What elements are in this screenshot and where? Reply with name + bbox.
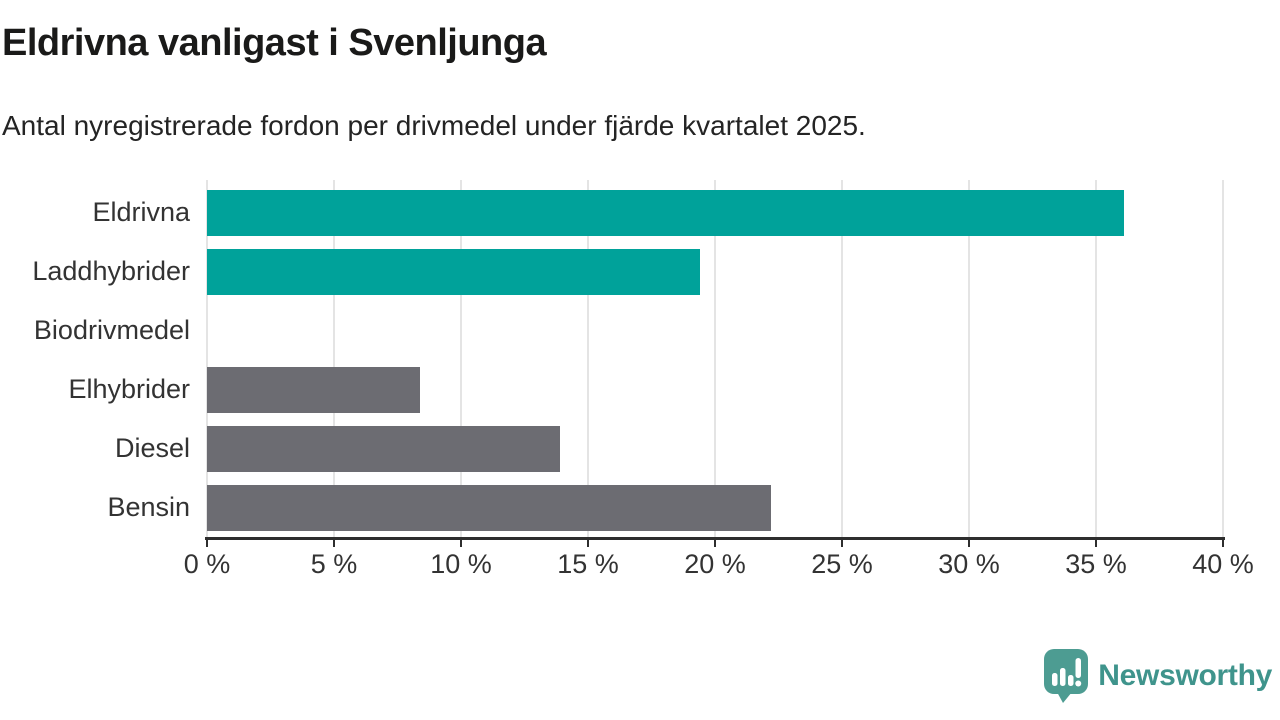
y-label-diesel: Diesel: [114, 433, 190, 463]
gridline: [333, 180, 335, 537]
axis-tick: [1222, 540, 1224, 547]
chart-subtitle: Antal nyregistrerade fordon per drivmede…: [2, 110, 866, 141]
gridline: [1222, 180, 1224, 537]
bar-row-elhybrider: [207, 360, 1223, 419]
bar-bensin: [207, 484, 771, 531]
x-tick-label: 20 %: [684, 549, 746, 579]
bar-elhybrider: [207, 366, 421, 413]
bar-diesel: [207, 425, 561, 472]
brand-name: Newsworthy: [1098, 659, 1272, 692]
bar-row-eldrivna: [207, 183, 1223, 242]
bar-row-diesel: [207, 419, 1223, 478]
y-label-bensin: Bensin: [107, 492, 190, 522]
gridline: [1095, 180, 1097, 537]
x-tick-label: 15 %: [557, 549, 619, 579]
x-tick-label: 10 %: [430, 549, 492, 579]
y-label-biodrivmedel: Biodrivmedel: [33, 315, 190, 345]
gridline: [206, 180, 208, 537]
x-tick-label: 0 %: [183, 549, 231, 579]
axis-tick: [968, 540, 970, 547]
gridline: [841, 180, 843, 537]
bar-eldrivna: [207, 189, 1124, 236]
x-tick-label: 25 %: [811, 549, 873, 579]
gridline: [714, 180, 716, 537]
bar-chart-speech-bubble-icon: [1044, 649, 1089, 703]
gridline: [587, 180, 589, 537]
gridline: [968, 180, 970, 537]
x-tick-label: 40 %: [1192, 549, 1254, 579]
x-axis-line: [205, 537, 1225, 540]
axis-tick: [587, 540, 589, 547]
y-axis-labels: Eldrivna Laddhybrider Biodrivmedel Elhybrid…: [0, 183, 190, 537]
bar-chart: Eldrivna Laddhybrider Biodrivmedel Elhybrid…: [0, 180, 1254, 593]
y-label-eldrivna: Eldrivna: [92, 197, 190, 227]
axis-tick: [460, 540, 462, 547]
y-label-elhybrider: Elhybrider: [68, 374, 190, 404]
bar-row-laddhybrider: [207, 242, 1223, 301]
plot-area: [206, 180, 1224, 537]
axis-tick: [841, 540, 843, 547]
axis-tick: [333, 540, 335, 547]
bar-row-biodrivmedel: [207, 301, 1223, 360]
bar-laddhybrider: [207, 248, 700, 295]
x-tick-label: 30 %: [938, 549, 1000, 579]
x-tick-label: 35 %: [1065, 549, 1127, 579]
axis-tick: [206, 540, 208, 547]
axis-tick: [714, 540, 716, 547]
brand-footer: Newsworthy: [1044, 648, 1272, 704]
y-label-laddhybrider: Laddhybrider: [32, 256, 190, 286]
x-tick-label: 5 %: [310, 549, 358, 579]
axis-tick: [1095, 540, 1097, 547]
chart-title: Eldrivna vanligast i Svenljunga: [2, 22, 547, 64]
bar-row-bensin: [207, 478, 1223, 537]
gridline: [460, 180, 462, 537]
